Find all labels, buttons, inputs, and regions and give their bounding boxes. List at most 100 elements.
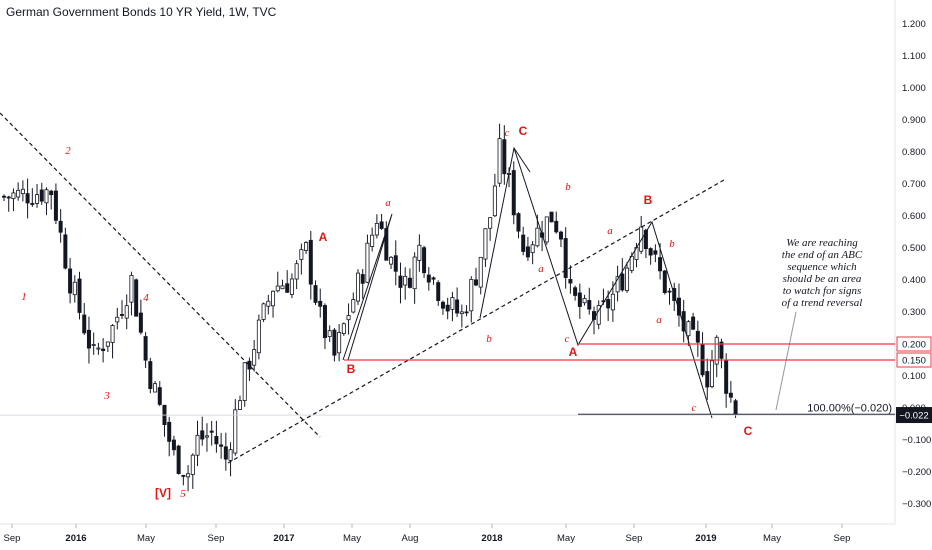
candle-body (299, 249, 304, 260)
candle-body (459, 311, 464, 315)
candle-body (209, 430, 214, 433)
candle-body (233, 409, 238, 454)
wave-label: a (538, 263, 544, 275)
candles-layer (2, 123, 738, 492)
y-tick-label: 0.300 (902, 307, 926, 318)
candle-body (643, 229, 648, 250)
candle-body (134, 279, 139, 317)
candle-body (365, 242, 370, 283)
level-badge (896, 352, 932, 368)
downtrend-line (0, 112, 321, 438)
candle-body (412, 256, 417, 290)
candle-body (695, 330, 700, 343)
candle-body (464, 311, 469, 314)
candle-body (445, 304, 450, 312)
x-tick-label: 2016 (65, 533, 86, 544)
wave-label: B (644, 193, 653, 207)
candle-body (148, 361, 153, 389)
candle-body (450, 297, 455, 310)
candle-body (733, 400, 738, 416)
candle-body (577, 292, 582, 307)
candle-body (63, 234, 68, 269)
candle-body (2, 195, 7, 198)
candle-body (606, 299, 611, 309)
candle-body (360, 274, 365, 284)
candle-body (49, 190, 54, 196)
candle-body (521, 234, 526, 252)
candle-body (25, 193, 30, 204)
candle-body (440, 301, 445, 309)
candle-body (379, 221, 384, 229)
candle-body (455, 299, 460, 314)
x-tick-label: May (557, 533, 575, 544)
candle-body (389, 256, 394, 265)
candle-body (710, 360, 715, 388)
x-axis[interactable]: Sep 2016 May Sep 2017 May Aug 2018 May Sep 2019 May… (4, 524, 851, 544)
candle-body (370, 234, 375, 247)
candle-body (294, 263, 299, 280)
candle-body (190, 454, 195, 475)
candle-body (171, 439, 176, 451)
candle-body (653, 250, 658, 255)
candle-body (648, 248, 653, 256)
y-axis[interactable]: 1.200 1.100 1.000 0.900 0.800 0.700 0.600 0.500… (902, 19, 931, 510)
y-tick-label: 0.900 (902, 115, 926, 126)
candle-body (261, 303, 266, 320)
candle-body (308, 239, 313, 285)
x-tick-label: 2017 (273, 533, 294, 544)
y-tick-label: 0.600 (902, 211, 926, 222)
candle-body (676, 297, 681, 316)
wave-label: A (569, 345, 578, 359)
candle-body (91, 344, 96, 346)
candle-body (535, 227, 540, 247)
candle-body (398, 275, 403, 288)
annotation-line: We are reaching (786, 237, 858, 249)
candle-body (313, 285, 318, 303)
wave-label: c (565, 333, 570, 345)
candle-body (176, 445, 181, 474)
wave-label: b (669, 238, 675, 250)
candle-body (596, 305, 601, 325)
candle-body (502, 139, 507, 175)
wave-label: [V] (155, 486, 171, 500)
candle-body (72, 281, 77, 296)
wave-label: b (565, 181, 571, 193)
wave-label: 4 (143, 292, 149, 304)
candle-body (436, 282, 441, 301)
x-tick-label: Aug (402, 533, 419, 544)
candle-body (525, 246, 530, 258)
wave-label: a (607, 225, 613, 237)
x-tick-label: Sep (4, 533, 21, 544)
candle-body (431, 277, 436, 280)
candle-body (658, 257, 663, 272)
candle-body (615, 276, 620, 293)
candle-body (82, 314, 87, 334)
candle-body (337, 332, 342, 354)
candle-body (705, 371, 710, 388)
candle-body (728, 392, 733, 398)
annotation-line: to watch for signs (783, 285, 862, 297)
x-tick-label: 2018 (481, 533, 502, 544)
candle-body (346, 315, 351, 321)
candle-body (724, 359, 729, 394)
y-tick-label: 0.100 (902, 371, 926, 382)
candle-body (101, 348, 106, 352)
wave-label: b (486, 333, 492, 345)
candle-body (568, 279, 573, 284)
candle-body (143, 336, 148, 361)
candle-body (157, 387, 162, 405)
candle-body (530, 244, 535, 254)
candle-body (16, 189, 21, 198)
candle-body (327, 330, 332, 337)
candle-body (30, 203, 35, 205)
candle-body (138, 312, 143, 333)
wave-line-ab (342, 213, 393, 361)
candle-body (68, 268, 73, 294)
candle-body (620, 273, 625, 291)
candle-body (153, 383, 158, 393)
level-badge-label: 0.200 (902, 340, 926, 351)
wave-label: B (347, 362, 356, 376)
y-tick-label: 0.700 (902, 179, 926, 190)
y-tick-label: 1.200 (902, 19, 926, 30)
